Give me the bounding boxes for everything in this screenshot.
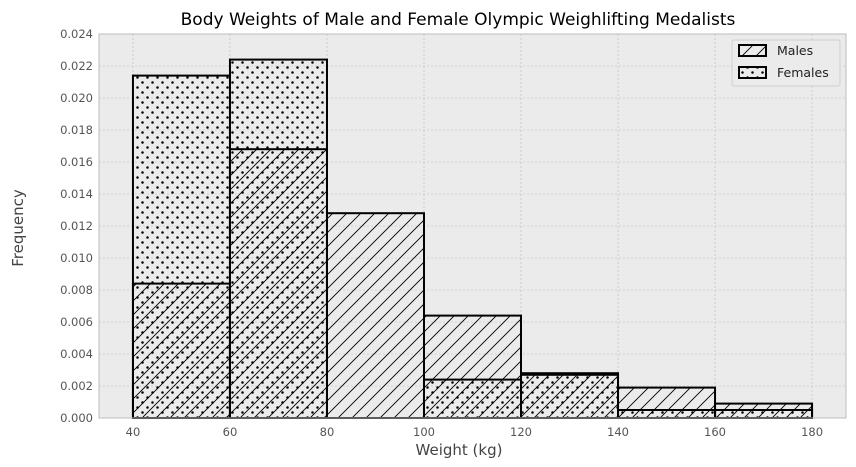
bars-females xyxy=(131,58,814,420)
legend-label-females: Females xyxy=(777,65,829,80)
y-tick-label: 0.000 xyxy=(60,411,93,425)
legend-label-males: Males xyxy=(777,43,813,58)
x-tick-label: 180 xyxy=(801,425,823,439)
y-tick-label: 0.002 xyxy=(60,379,93,393)
y-tick-label: 0.022 xyxy=(60,59,93,73)
y-tick-label: 0.004 xyxy=(60,347,93,361)
y-tick-label: 0.006 xyxy=(60,315,93,329)
legend-swatch-females xyxy=(738,66,767,79)
y-tick-label: 0.010 xyxy=(60,251,93,265)
bar-females xyxy=(131,74,231,419)
y-tick-label: 0.020 xyxy=(60,91,93,105)
y-tick-label: 0.018 xyxy=(60,123,93,137)
x-tick-label: 160 xyxy=(704,425,726,439)
y-axis-label: Frequency xyxy=(9,189,27,267)
y-tick-label: 0.016 xyxy=(60,155,93,169)
bar-females xyxy=(714,409,814,419)
plot-frame xyxy=(98,33,847,419)
bar-females xyxy=(422,378,523,420)
x-tick-label: 120 xyxy=(510,425,532,439)
y-tick-label: 0.014 xyxy=(60,187,93,201)
y-axis: 0.000 0.002 0.004 0.006 0.008 0.010 0.012 0.014… xyxy=(60,27,93,425)
x-tick-label: 60 xyxy=(223,425,238,439)
chart-title: Body Weights of Male and Female Olympic … xyxy=(181,10,736,30)
x-axis-label: Weight (kg) xyxy=(416,441,503,459)
y-tick-label: 0.012 xyxy=(60,219,93,233)
legend-swatch-males xyxy=(738,44,767,57)
legend: Males Females xyxy=(731,39,841,87)
x-tick-label: 140 xyxy=(607,425,629,439)
y-tick-label: 0.008 xyxy=(60,283,93,297)
bar-females xyxy=(520,373,620,419)
x-tick-label: 40 xyxy=(126,425,141,439)
x-axis: 40 60 80 100 120 140 160 180 xyxy=(126,425,823,439)
x-tick-label: 80 xyxy=(320,425,335,439)
x-tick-label: 100 xyxy=(413,425,435,439)
bar-females xyxy=(228,58,328,419)
bar-females xyxy=(617,409,717,419)
bar-males xyxy=(325,212,425,419)
y-tick-label: 0.024 xyxy=(60,27,93,41)
